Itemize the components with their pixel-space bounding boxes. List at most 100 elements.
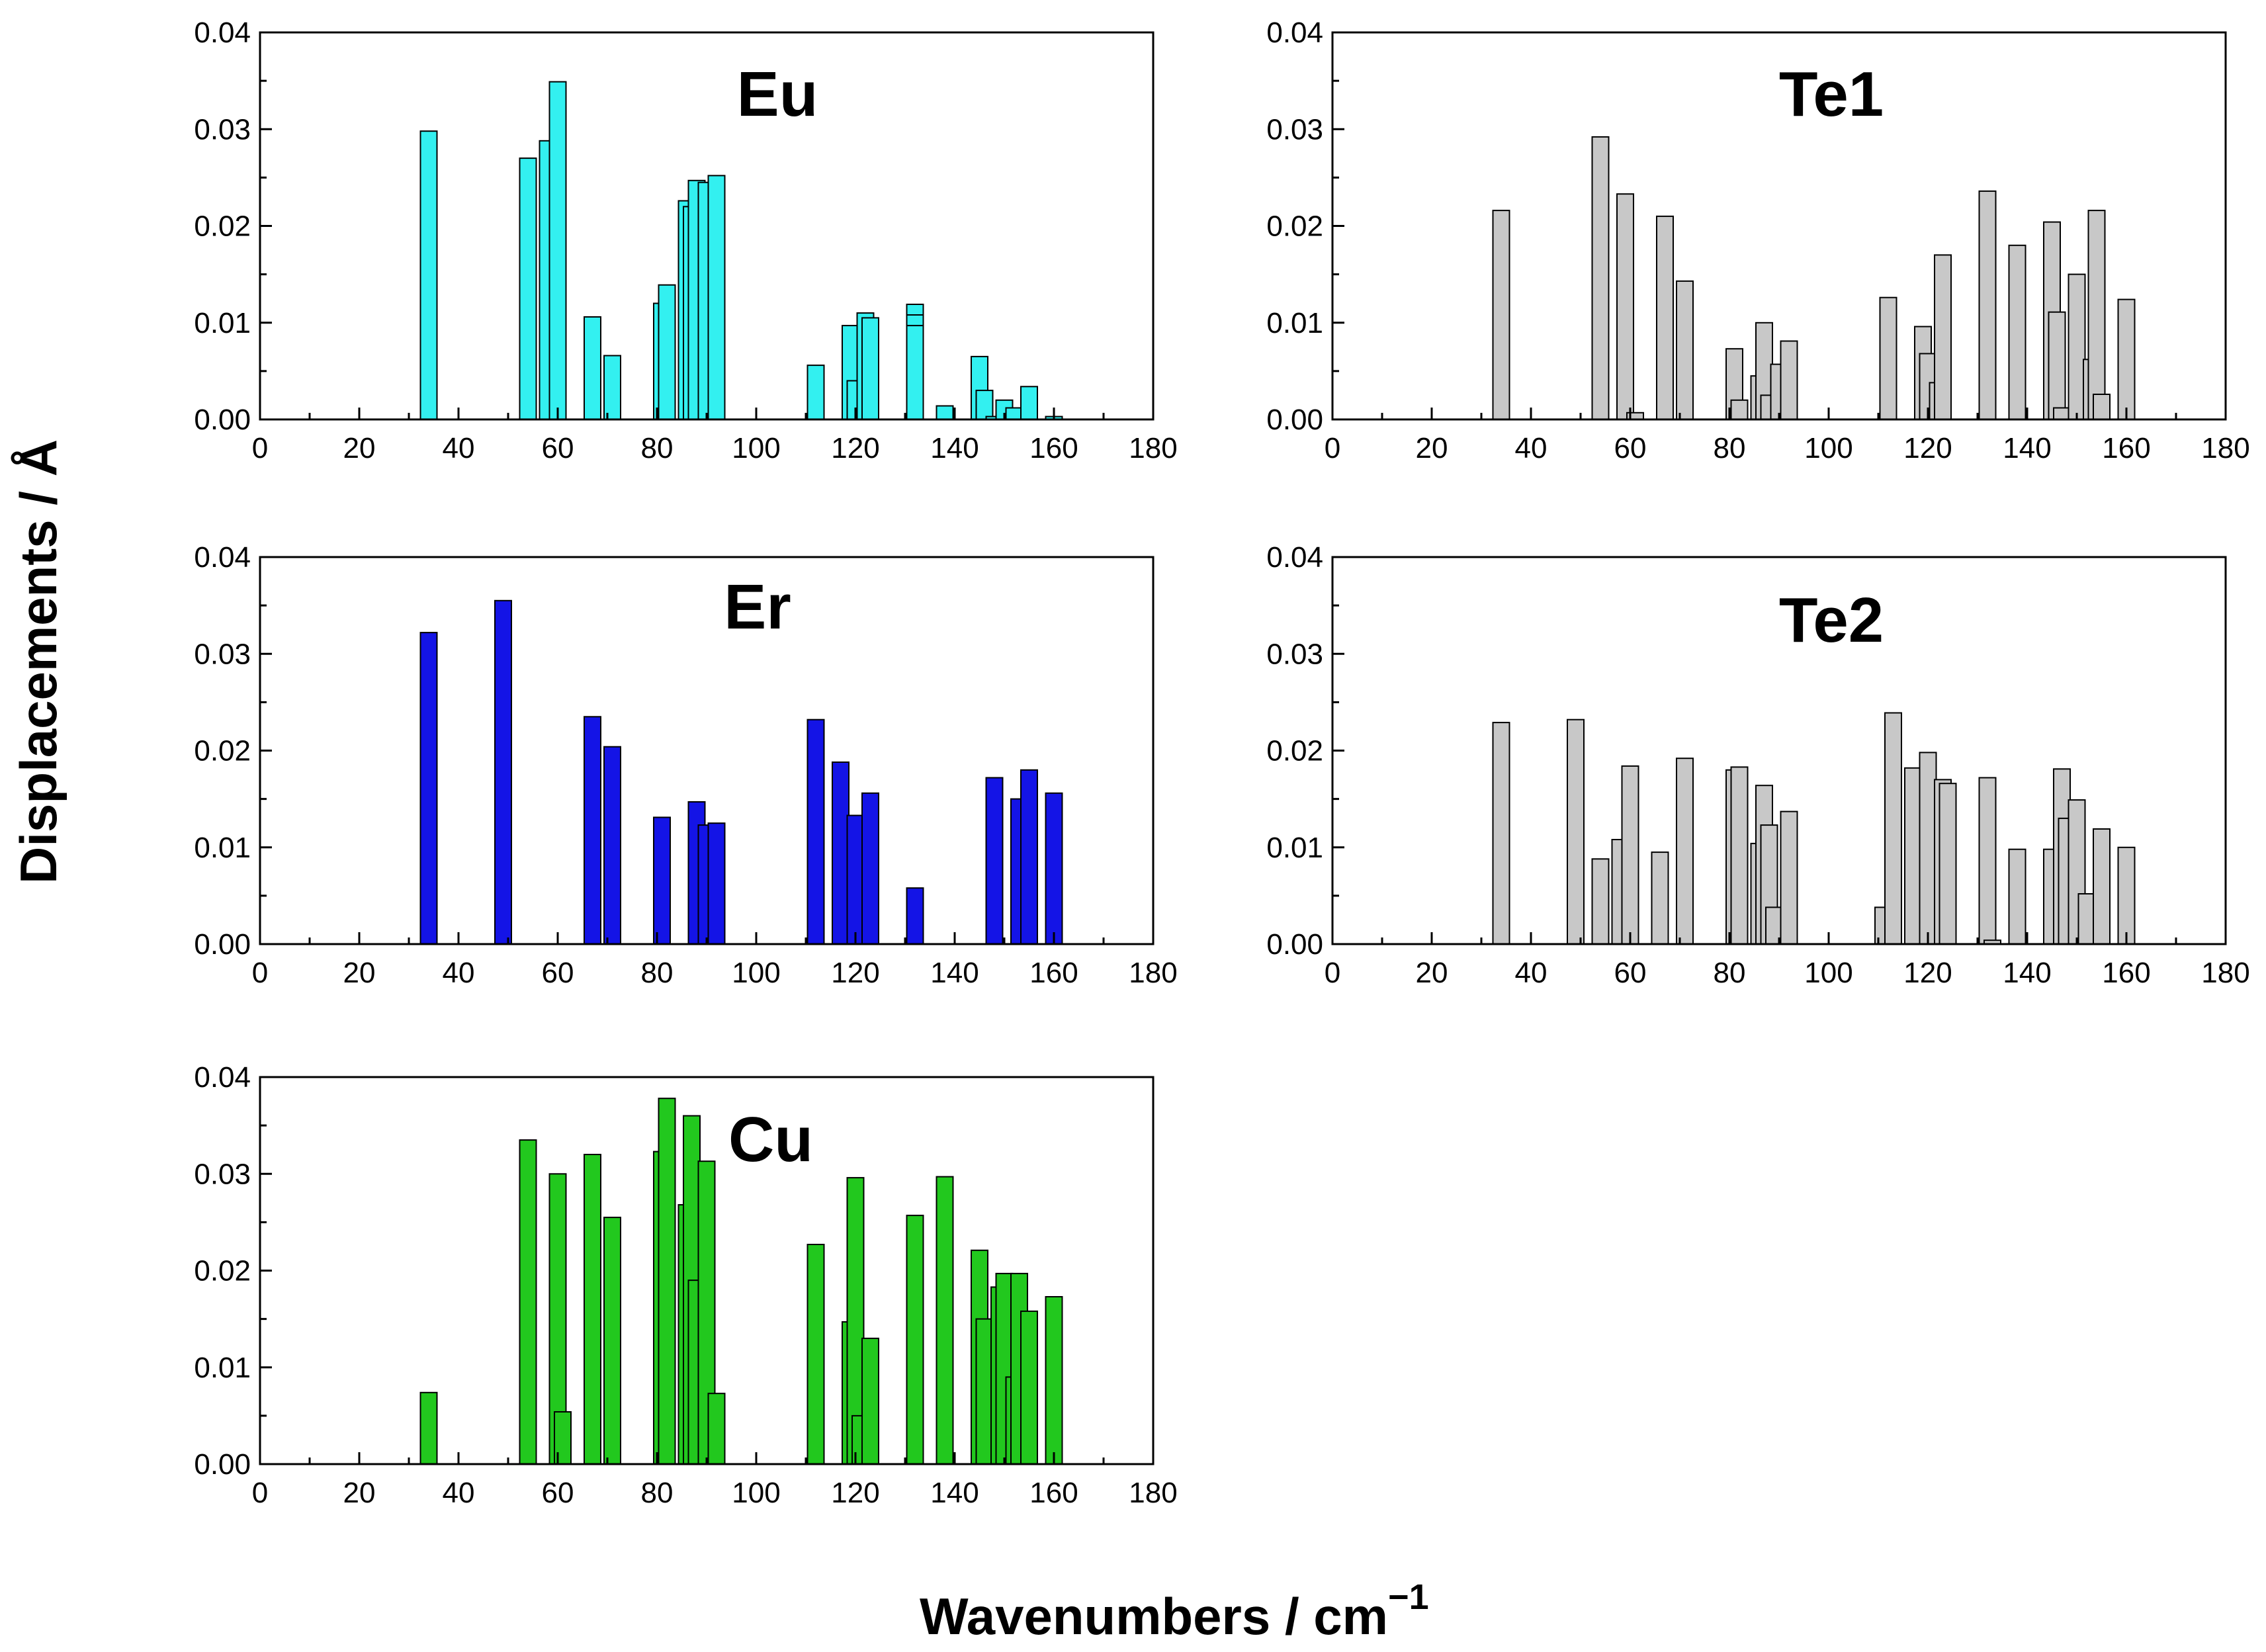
bar xyxy=(832,761,850,945)
x-tick-label: 40 xyxy=(1515,432,1547,464)
x-axis-title-superscript: −1 xyxy=(1388,1577,1429,1617)
bar xyxy=(1780,340,1798,420)
x-tick-label: 140 xyxy=(930,432,979,464)
x-tick-label: 120 xyxy=(831,957,879,989)
x-tick-label: 0 xyxy=(1325,957,1340,989)
bar xyxy=(707,175,726,420)
bar xyxy=(1934,254,1952,420)
y-tick-label: 0.01 xyxy=(1266,307,1323,339)
bar xyxy=(936,1176,954,1465)
y-tick-label: 0.01 xyxy=(194,1352,251,1384)
bar xyxy=(1730,399,1749,421)
bar xyxy=(975,390,994,420)
bar xyxy=(1879,296,1897,421)
y-tick-label: 0.01 xyxy=(194,307,251,339)
bar xyxy=(1939,783,1957,945)
x-tick-label: 20 xyxy=(343,957,376,989)
bar xyxy=(1919,752,1937,945)
bar xyxy=(548,81,567,420)
y-tick-label: 0.01 xyxy=(194,832,251,864)
bar xyxy=(806,718,825,945)
panel-title: Te2 xyxy=(1779,585,1884,656)
x-tick-label: 160 xyxy=(2102,432,2150,464)
x-tick-label: 60 xyxy=(542,1477,574,1509)
bar xyxy=(1020,769,1038,945)
y-tick-label: 0.04 xyxy=(1266,541,1323,574)
x-tick-label: 20 xyxy=(343,1477,376,1509)
bar xyxy=(707,822,726,945)
bar xyxy=(603,355,621,420)
y-tick-label: 0.03 xyxy=(1266,113,1323,146)
bar xyxy=(494,599,512,945)
bar xyxy=(1780,810,1798,945)
x-tick-label: 20 xyxy=(1416,957,1448,989)
x-tick-label: 80 xyxy=(641,957,674,989)
bar xyxy=(2048,311,2066,421)
bar xyxy=(707,1393,726,1465)
bar xyxy=(936,405,954,420)
panel-title: Cu xyxy=(728,1104,813,1175)
bar xyxy=(906,1215,924,1465)
x-tick-label: 100 xyxy=(732,1477,780,1509)
bar xyxy=(975,1318,994,1465)
y-tick-label: 0.03 xyxy=(1266,638,1323,670)
bar xyxy=(1045,1296,1063,1465)
bar xyxy=(985,777,1004,945)
bar xyxy=(1616,193,1634,420)
bar xyxy=(1730,766,1749,945)
x-tick-label: 180 xyxy=(1129,1477,1177,1509)
bar xyxy=(1884,712,1902,945)
bar xyxy=(603,1217,621,1465)
bar xyxy=(906,887,924,945)
bar xyxy=(1492,722,1510,945)
bar xyxy=(1492,210,1510,420)
x-tick-label: 140 xyxy=(930,957,979,989)
bar xyxy=(419,632,438,945)
x-tick-label: 180 xyxy=(2201,432,2249,464)
bar xyxy=(2068,273,2086,420)
bar xyxy=(2117,298,2136,420)
bar xyxy=(603,746,621,945)
panel-title: Te1 xyxy=(1779,59,1884,130)
x-tick-label: 120 xyxy=(1903,957,1952,989)
bar xyxy=(1591,136,1610,420)
y-tick-label: 0.03 xyxy=(194,113,251,146)
bar xyxy=(1045,792,1063,945)
y-tick-label: 0.00 xyxy=(194,928,251,961)
bar xyxy=(861,1337,879,1465)
x-tick-label: 160 xyxy=(1029,432,1078,464)
bar xyxy=(554,1411,572,1465)
x-tick-label: 160 xyxy=(1029,957,1078,989)
bar xyxy=(906,325,924,420)
x-tick-label: 160 xyxy=(2102,957,2150,989)
bar xyxy=(2053,407,2071,420)
x-axis-title-text: Wavenumbers / cm xyxy=(920,1587,1388,1645)
bar xyxy=(995,1272,1014,1465)
panel-cu: 0 20 40 60 80 100 120 140 160 180 0.00 0.01 0.02 0.03… xyxy=(194,1061,1177,1509)
bar xyxy=(653,816,671,945)
x-tick-label: 40 xyxy=(443,957,475,989)
panel-title: Eu xyxy=(737,59,818,130)
x-tick-label: 140 xyxy=(2003,957,2051,989)
x-tick-label: 40 xyxy=(443,432,475,464)
x-tick-label: 80 xyxy=(1714,432,1746,464)
y-tick-label: 0.00 xyxy=(194,404,251,436)
x-tick-label: 60 xyxy=(542,957,574,989)
x-tick-label: 100 xyxy=(732,432,780,464)
x-tick-label: 60 xyxy=(1614,957,1647,989)
bar xyxy=(2093,828,2111,945)
bar xyxy=(806,1244,825,1465)
bar xyxy=(2077,893,2096,945)
bar xyxy=(1020,386,1038,420)
bar xyxy=(2093,394,2111,420)
y-tick-label: 0.00 xyxy=(1266,404,1323,436)
bar xyxy=(1591,858,1610,945)
x-axis-title: Wavenumbers / cm−1 xyxy=(920,1577,1429,1645)
x-tick-label: 100 xyxy=(732,957,780,989)
bar xyxy=(1656,215,1674,420)
x-tick-label: 180 xyxy=(1129,432,1177,464)
y-tick-label: 0.04 xyxy=(194,541,251,574)
bar xyxy=(519,1139,537,1465)
x-tick-label: 0 xyxy=(1325,432,1340,464)
y-tick-label: 0.03 xyxy=(194,638,251,670)
